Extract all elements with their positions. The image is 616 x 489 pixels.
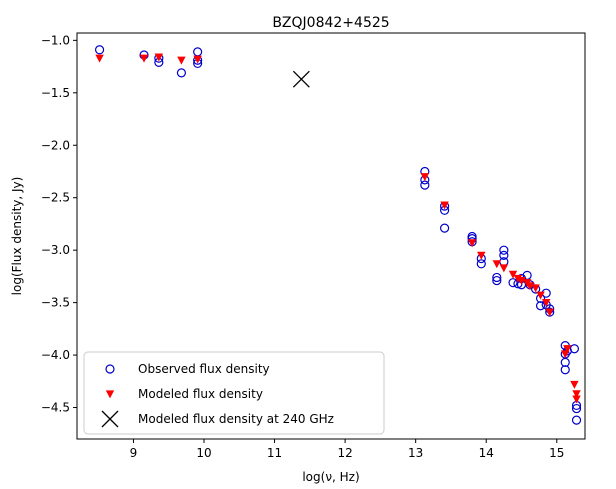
y-axis: −1.0 −1.5 −2.0 −2.5 −3.0 −3.5 −4.0 −4.5 [41,33,77,415]
x-tick-label: 13 [408,446,423,460]
modeled-point [536,291,545,300]
modeled-point [513,274,523,283]
observed-point [535,301,546,311]
x-tick-label: 12 [337,446,352,460]
series-modeled [95,53,581,404]
observed-point [439,223,450,233]
legend-box [83,351,385,435]
modeled-point [525,282,535,291]
plot-marks [94,45,582,425]
legend: Observed flux density Modeled flux densi… [83,351,385,435]
y-tick-label: −4.5 [41,401,70,415]
legend-marker-shape [105,390,115,399]
observed-point [571,415,582,425]
legend-240ghz-label: Modeled flux density at 240 GHz [138,412,334,426]
modeled-point [541,299,551,308]
observed-point [94,45,105,55]
x-tick-label: 15 [549,446,564,460]
modeled-point [570,380,579,389]
observed-point [492,272,502,283]
x-tick-label: 11 [267,446,282,460]
x-tick-label: 14 [479,446,494,460]
observed-point [492,275,502,286]
y-tick-label: −2.0 [41,138,70,152]
y-tick-label: −1.0 [41,33,70,47]
observed-point [499,250,509,261]
modeled-point [517,276,526,285]
x-axis: 9 10 11 12 13 14 15 [130,439,564,460]
chart-title: BZQJ0842+4525 [272,15,389,31]
modeled-point [177,56,186,65]
legend-modeled-marker [105,390,115,399]
modeled-point [420,173,430,182]
modeled-point [572,390,581,399]
observed-point [560,365,570,375]
observed-point [571,403,582,414]
modeled-point [572,395,581,404]
modeled-240ghz-point [292,70,310,88]
modeled-point [508,270,518,279]
modeled-point [545,308,554,317]
modeled-point [563,345,572,354]
y-tick-label: −3.0 [41,243,70,257]
series-modeled-240ghz [292,70,310,88]
modeled-point [154,53,164,62]
modeled-point [467,239,477,248]
x-axis-label: log(ν, Hz) [302,470,359,484]
legend-observed-marker [105,364,115,374]
x-tick-label: 10 [196,446,211,460]
observed-point [569,344,580,354]
modeled-point [95,54,104,63]
legend-observed-label: Observed flux density [138,362,270,376]
y-tick-label: −1.5 [41,86,70,100]
modeled-point [440,201,449,210]
y-tick-label: −4.0 [41,348,70,362]
modeled-point [477,251,486,260]
observed-point [176,68,187,78]
legend-marker-shape [105,364,115,374]
modeled-point [531,284,540,293]
y-axis-label: log(Flux density, Jy) [10,177,24,296]
modeled-point [193,55,202,64]
x-tick-label: 9 [130,446,138,460]
observed-point [499,245,509,255]
modeled-point [492,260,502,269]
legend-marker-shape [101,410,119,428]
modeled-point [139,54,149,63]
modeled-point [499,264,509,273]
legend-240ghz-marker [101,410,119,428]
y-tick-label: −2.5 [41,191,70,205]
y-tick-label: −3.5 [41,296,70,310]
legend-modeled-label: Modeled flux density [138,387,263,401]
plot-frame [76,32,586,440]
